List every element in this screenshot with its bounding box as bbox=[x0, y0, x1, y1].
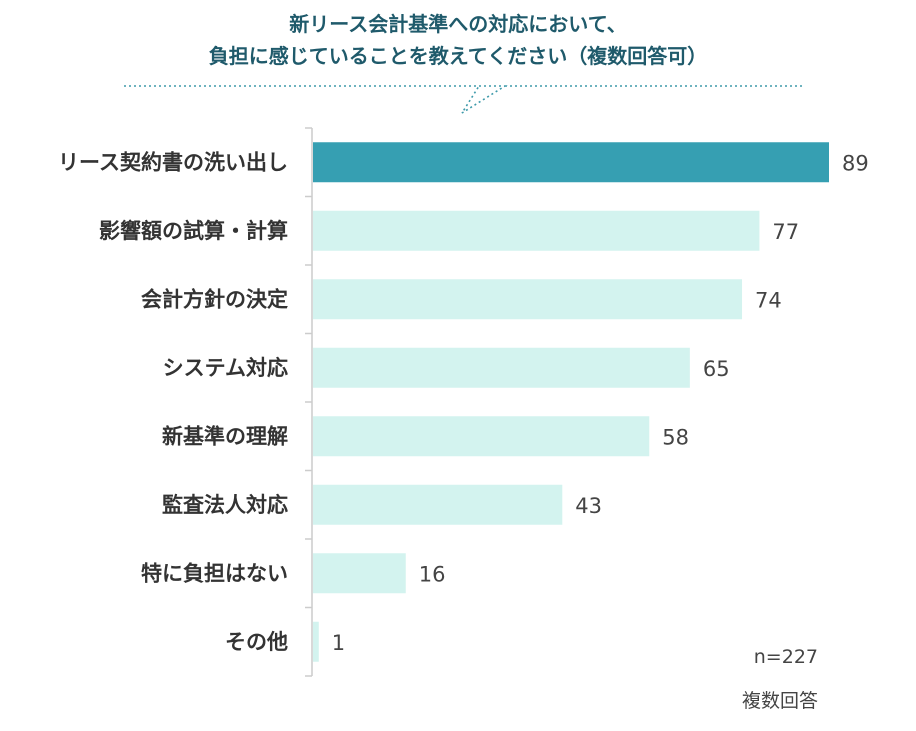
value-label: 58 bbox=[662, 425, 689, 449]
category-labels: リース契約書の洗い出し影響額の試算・計算会計方針の決定システム対応新基準の理解監… bbox=[58, 150, 288, 654]
value-labels: 89 77 74 65 58 43 16 1 bbox=[332, 151, 869, 655]
value-label: 43 bbox=[575, 494, 602, 518]
bar bbox=[313, 621, 319, 662]
callout-dotted-line bbox=[124, 85, 802, 114]
value-label: 89 bbox=[842, 151, 869, 175]
bar bbox=[313, 416, 650, 457]
value-label: 16 bbox=[419, 562, 446, 586]
bar bbox=[313, 142, 829, 183]
value-label: 1 bbox=[332, 631, 345, 655]
category-label: リース契約書の洗い出し bbox=[58, 150, 288, 174]
axis-ticks bbox=[305, 127, 312, 677]
bar bbox=[313, 347, 690, 388]
value-label: 74 bbox=[755, 288, 782, 312]
bar bbox=[313, 210, 760, 251]
category-label: 新基準の理解 bbox=[162, 424, 288, 448]
bars-group bbox=[313, 142, 829, 662]
category-label: その他 bbox=[225, 630, 288, 654]
category-label: システム対応 bbox=[163, 356, 288, 380]
answer-type-note: 複数回答 bbox=[741, 690, 818, 712]
bar bbox=[313, 279, 743, 320]
bar bbox=[313, 553, 406, 594]
sample-size-note: n=227 bbox=[753, 646, 818, 668]
category-label: 特に負担はない bbox=[141, 561, 288, 585]
chart-title-line-1: 新リース会計基準への対応において、 bbox=[289, 12, 627, 36]
value-label: 77 bbox=[772, 220, 799, 244]
category-label: 監査法人対応 bbox=[162, 493, 288, 517]
chart-title: 新リース会計基準への対応において、 負担に感じていることを教えてください（複数回… bbox=[0, 8, 916, 72]
value-label: 65 bbox=[703, 357, 730, 381]
chart-title-line-2: 負担に感じていることを教えてください（複数回答可） bbox=[208, 44, 708, 68]
bar bbox=[313, 484, 563, 525]
category-label: 影響額の試算・計算 bbox=[99, 219, 288, 243]
category-label: 会計方針の決定 bbox=[141, 287, 288, 311]
title-callout-line bbox=[124, 85, 802, 114]
